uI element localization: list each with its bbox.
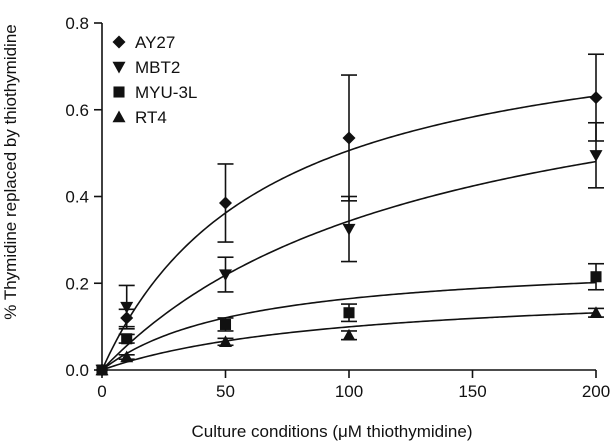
data-points xyxy=(95,91,603,377)
point-mbt2 xyxy=(342,223,356,236)
legend-label-ay27: AY27 xyxy=(135,33,175,52)
x-tick-label: 0 xyxy=(97,382,106,401)
legend-label-myu-3l: MYU-3L xyxy=(135,83,197,102)
point-myu-3l xyxy=(219,318,232,330)
point-rt4 xyxy=(120,350,134,363)
axes: 0 50 100 150 200 0.0 0.2 0.4 0.6 0.8 xyxy=(65,14,610,401)
point-myu-3l xyxy=(343,307,355,319)
point-myu-3l xyxy=(590,271,602,283)
point-rt4 xyxy=(589,306,603,318)
y-tick-label: 0.0 xyxy=(65,361,89,380)
point-ay27 xyxy=(120,311,134,325)
fit-curve-myu-3l xyxy=(101,281,597,371)
legend: AY27 MBT2 MYU-3L RT4 xyxy=(112,33,197,127)
point-rt4 xyxy=(219,335,232,348)
point-rt4 xyxy=(342,328,356,341)
y-tick-label: 0.8 xyxy=(65,14,89,33)
point-mbt2 xyxy=(120,301,134,314)
point-ay27 xyxy=(219,196,232,210)
fit-curve-rt4 xyxy=(101,312,597,371)
y-tick-label: 0.6 xyxy=(65,101,89,120)
x-tick-label: 150 xyxy=(458,382,486,401)
x-axis-title: Culture conditions (μM thiothymidine) xyxy=(192,422,473,441)
point-mbt2 xyxy=(589,150,603,162)
x-tick-label: 50 xyxy=(216,382,235,401)
legend-marker-mbt2 xyxy=(112,61,126,74)
legend-marker-myu-3l xyxy=(113,86,125,98)
point-ay27 xyxy=(589,91,603,105)
point-myu-3l xyxy=(121,333,133,345)
x-tick-label: 200 xyxy=(582,382,610,401)
point-ay27 xyxy=(342,131,356,145)
legend-marker-ay27 xyxy=(112,35,126,49)
legend-marker-rt4 xyxy=(112,110,126,123)
y-tick-label: 0.4 xyxy=(65,188,89,207)
y-tick-label: 0.2 xyxy=(65,274,89,293)
point-mbt2 xyxy=(219,269,232,282)
legend-label-rt4: RT4 xyxy=(135,108,167,127)
point-rt4 xyxy=(95,363,109,376)
legend-label-mbt2: MBT2 xyxy=(135,58,180,77)
x-tick-label: 100 xyxy=(335,382,363,401)
y-axis-title: % Thymidine replaced by thiothymidine xyxy=(1,24,20,319)
